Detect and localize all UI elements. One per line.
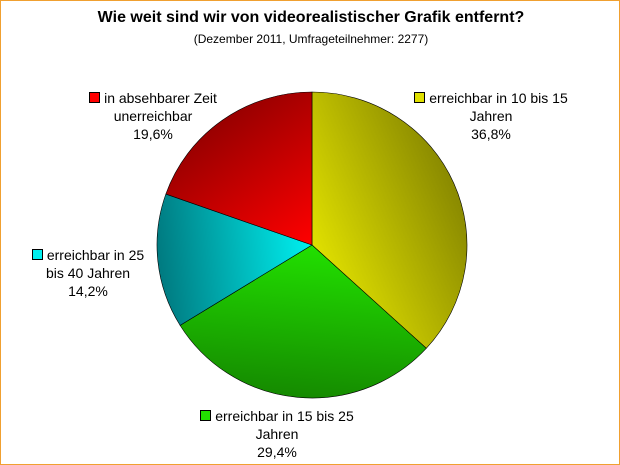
slice-label-line1: erreichbar in 10 bis 15 [429, 90, 568, 106]
slice-percent-label: 14,2% [68, 283, 108, 299]
slice-percent-label: 19,6% [133, 126, 173, 142]
legend-swatch-15-25 [200, 410, 212, 421]
slice-label-line2: bis 40 Jahren [45, 265, 131, 281]
slice-label-25-40: erreichbar in 25 bis 40 Jahren 14,2% [23, 246, 153, 300]
legend-swatch-25-40 [31, 249, 43, 260]
legend-swatch-unerreichbar [89, 92, 101, 103]
slice-label-line1: erreichbar in 15 bis 25 [215, 408, 354, 424]
slice-label-line1: in absehbarer Zeit [104, 90, 217, 106]
pie-slice-1 [179, 244, 427, 399]
slice-percent-label: 29,4% [257, 444, 297, 460]
slice-label-line1: erreichbar in 25 [46, 247, 145, 263]
chart-title: Wie weit sind wir von videorealistischer… [97, 9, 525, 26]
chart-subtitle: (Dezember 2011, Umfrageteilnehmer: 2277) [193, 32, 429, 46]
slice-percent-label: 36,8% [471, 126, 511, 142]
slice-label-line2: Jahren [469, 108, 513, 124]
slice-label-10-15: erreichbar in 10 bis 15 Jahren 36,8% [401, 89, 581, 143]
slice-label-line2: unerreichbar [113, 108, 193, 124]
pie-slice-0 [311, 91, 468, 349]
pie-slice-3 [165, 91, 313, 246]
slice-label-line2: Jahren [255, 426, 299, 442]
slice-label-15-25: erreichbar in 15 bis 25 Jahren 29,4% [187, 407, 367, 461]
pie-slice-2 [156, 193, 313, 326]
slice-label-unerreichbar: in absehbarer Zeit unerreichbar 19,6% [63, 89, 243, 143]
legend-swatch-10-15 [414, 92, 426, 103]
